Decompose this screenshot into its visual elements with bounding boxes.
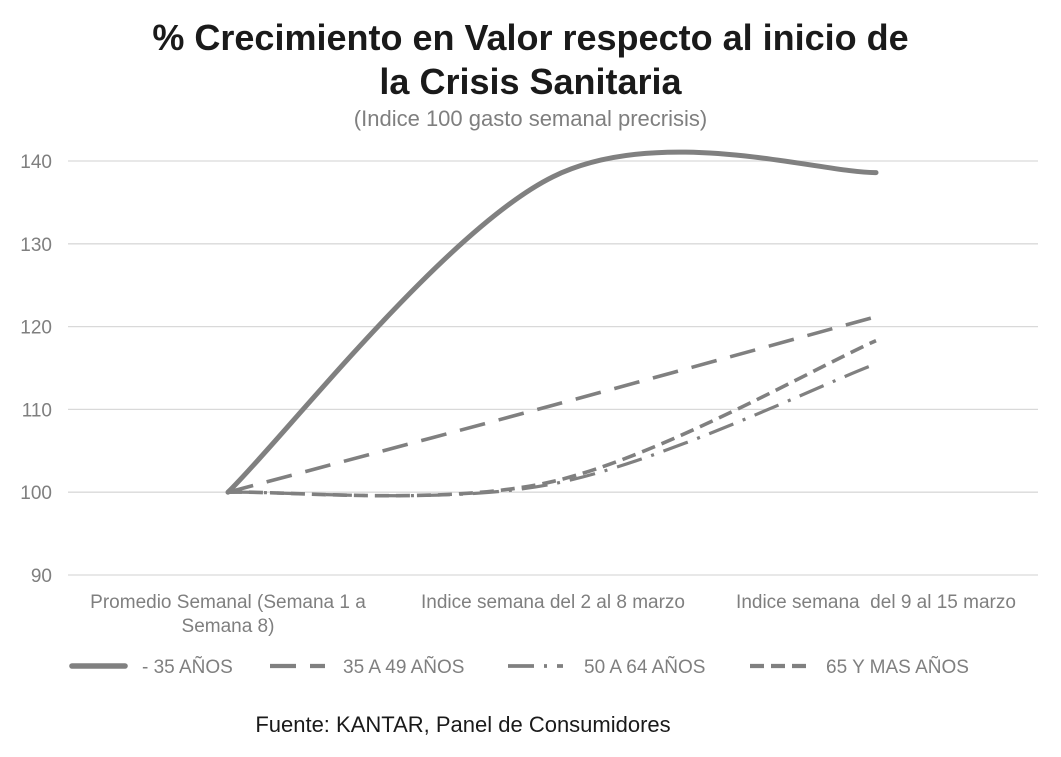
chart-title: % Crecimiento en Valor respecto al inici…	[0, 16, 1061, 104]
y-tick-label-90: 90	[31, 566, 52, 587]
x-tick-label-1-0: Indice semana del 2 al 8 marzo	[421, 592, 685, 613]
chart-subtitle: (Indice 100 gasto semanal precrisis)	[353, 106, 708, 131]
series-line-2	[227, 314, 877, 494]
y-tick-label-130: 130	[20, 235, 52, 256]
legend-label-3: 50 A 64 AÑOS	[584, 656, 705, 678]
legend-label-2: 35 A 49 AÑOS	[343, 656, 464, 678]
source-note: Fuente: KANTAR, Panel de Consumidores	[255, 712, 671, 737]
chart-title-line-1: % Crecimiento en Valor respecto al inici…	[152, 17, 909, 58]
series-line-1	[225, 149, 879, 495]
legend-label-1: - 35 AÑOS	[142, 656, 233, 678]
x-tick-label-0-1: Semana 8)	[182, 616, 275, 637]
y-tick-label-140: 140	[20, 152, 52, 173]
y-tick-label-100: 100	[20, 483, 52, 504]
x-tick-label-2-0: Indice semana del 9 al 15 marzo	[736, 592, 1016, 613]
y-tick-label-110: 110	[22, 400, 52, 421]
line-chart: 90 100 110 120 130 140 Promedio Semanal (Seman…	[20, 149, 1038, 678]
series-line-4	[227, 339, 877, 498]
y-tick-label-120: 120	[20, 318, 52, 339]
x-tick-label-0-0: Promedio Semanal (Semana 1 a	[90, 592, 366, 613]
legend-label-4: 65 Y MAS AÑOS	[826, 656, 969, 678]
chart-title-line-2: la Crisis Sanitaria	[379, 61, 682, 102]
